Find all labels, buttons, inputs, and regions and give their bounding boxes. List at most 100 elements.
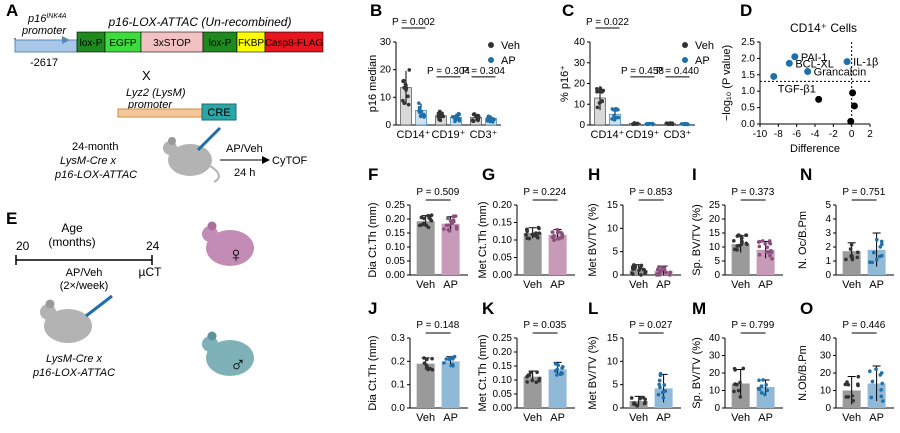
- e-frequency: (2×/week): [60, 280, 109, 292]
- data-point: [424, 363, 429, 367]
- data-point: [560, 371, 564, 376]
- panel-m: M 0 10 20 30 40 Sp. BV/TV (%) Veh AP P = 0.799: [691, 299, 783, 424]
- panel-letter-n: N: [800, 165, 812, 184]
- data-point: [442, 361, 446, 365]
- data-point: [630, 265, 635, 269]
- legend-label: Veh: [501, 40, 520, 52]
- y-tick-label: 0.5: [741, 103, 755, 114]
- data-point: [537, 379, 541, 383]
- scatter-point: [843, 58, 851, 66]
- category-label: Veh: [629, 279, 648, 291]
- data-point: [442, 227, 446, 231]
- data-point: [664, 270, 668, 275]
- data-point: [535, 234, 539, 239]
- point-label: BCL-XL: [795, 58, 834, 70]
- bar: [441, 223, 460, 275]
- category-label: CD3⁺: [470, 129, 498, 141]
- data-point: [851, 398, 856, 403]
- y-tick-label: 15: [607, 200, 619, 211]
- y-tick-label: 1.0: [741, 86, 755, 97]
- data-point: [738, 380, 742, 385]
- data-point: [756, 240, 761, 244]
- y-tick-label: 0.20: [493, 200, 513, 211]
- data-point: [446, 227, 451, 232]
- scatter-point: [850, 102, 858, 110]
- data-point: [848, 247, 853, 251]
- y-tick-label: 1.5: [741, 70, 755, 81]
- cross-symbol: X: [142, 68, 151, 83]
- data-point: [879, 388, 883, 392]
- y-tick-label: 0.25: [493, 333, 513, 344]
- panel-letter-g: G: [482, 165, 495, 184]
- y-tick-label: 0: [825, 403, 831, 414]
- data-point: [757, 244, 762, 249]
- data-point: [855, 255, 860, 260]
- panel-i: I 0 5 10 15 20 25 Sp. BV/TV (%) Veh AP P = 0.373: [691, 165, 783, 291]
- y-tick-label: 5: [612, 247, 618, 258]
- data-point: [879, 394, 883, 399]
- data-point: [879, 253, 884, 258]
- data-point: [739, 242, 744, 246]
- panel-l: L 0 5 10 15 Met BV/TV (%) Veh AP P = 0.027: [587, 299, 681, 424]
- panel-h: H 0 5 10 15 Met BV/TV (%) Veh AP P = 0.853: [587, 165, 681, 291]
- data-point: [764, 383, 768, 387]
- category-label: Veh: [842, 412, 861, 424]
- data-point: [732, 389, 736, 394]
- p16-promoter-word: promoter: [21, 25, 67, 37]
- legend-marker: [488, 42, 494, 48]
- point-label: TGF-β1: [778, 83, 816, 95]
- data-point: [406, 102, 411, 107]
- y-tick-label: 0: [612, 403, 618, 414]
- e-treatment: AP/Veh: [66, 267, 103, 279]
- mouse-strain-2: p16-LOX-ATTAC: [54, 169, 137, 181]
- data-point: [869, 395, 874, 400]
- y-tick-label: 0.05: [386, 256, 406, 267]
- y-tick-label: 40: [574, 37, 586, 48]
- y-tick-label: 0.20: [493, 347, 513, 358]
- p-value-label: P = 0.799: [731, 320, 774, 331]
- data-point: [525, 227, 529, 232]
- y-axis-label: −log₁₀ (P value): [721, 45, 733, 121]
- bar: [523, 376, 542, 408]
- data-point: [660, 265, 664, 270]
- construct-segments: lox-P EGFP 3xSTOP lox-P FKBP Casp8-FLAG: [76, 31, 323, 53]
- cre-label: CRE: [207, 107, 230, 119]
- data-point: [616, 115, 621, 120]
- panel-f: F 0.00 0.05 0.10 0.15 0.20 0.25 Dia Ct.Th (mm) V…: [367, 165, 468, 291]
- treatment-label: AP/Veh: [226, 143, 263, 155]
- data-point: [764, 250, 769, 254]
- data-point: [856, 383, 860, 388]
- data-point: [425, 357, 429, 362]
- promoter-arrow-icon: [62, 36, 70, 44]
- legend-label: Veh: [695, 40, 714, 52]
- data-point: [444, 223, 449, 228]
- data-point: [612, 114, 616, 118]
- data-point: [662, 383, 667, 387]
- data-point: [660, 390, 665, 395]
- data-point: [661, 395, 666, 400]
- panel-letter-m: M: [692, 299, 706, 318]
- y-tick-label: 2: [825, 242, 831, 253]
- data-point: [598, 86, 603, 91]
- y-tick-label: 1: [825, 256, 831, 267]
- category-label: Veh: [416, 279, 435, 291]
- y-tick-label: 0.10: [493, 235, 513, 246]
- data-point: [476, 117, 481, 122]
- data-point: [437, 116, 441, 120]
- data-point: [763, 392, 767, 397]
- syringe-icon: [196, 126, 222, 152]
- y-tick-label: 10: [574, 99, 586, 110]
- data-point: [663, 389, 668, 393]
- category-label: AP: [550, 279, 565, 291]
- y-axis-label: % p16⁺: [559, 65, 571, 102]
- data-point: [643, 397, 647, 402]
- bar: [731, 244, 750, 275]
- time-label: 24 h: [234, 167, 255, 179]
- y-tick-label: 0: [385, 120, 391, 131]
- data-point: [668, 273, 672, 277]
- y-axis-label: N.Ob/B.Pm: [797, 345, 809, 401]
- data-point: [550, 230, 555, 234]
- data-point: [451, 214, 456, 219]
- data-point: [731, 239, 736, 243]
